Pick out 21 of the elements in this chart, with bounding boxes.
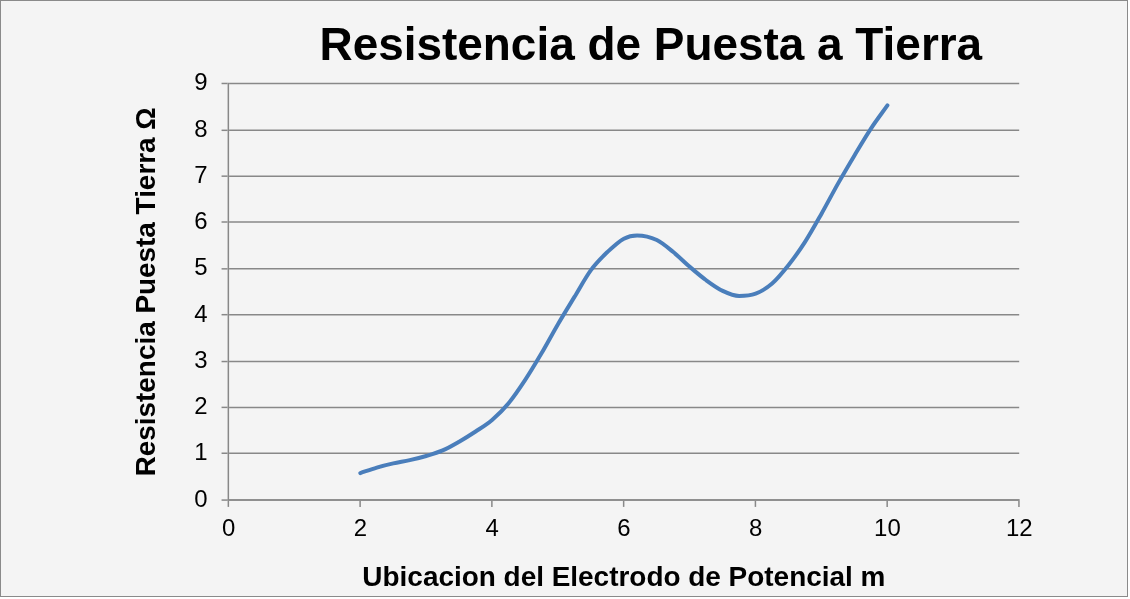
chart-title: Resistencia de Puesta a Tierra [319,17,983,70]
y-tick-label: 5 [194,253,208,281]
y-tick-label: 9 [194,68,208,96]
x-tick-label: 4 [485,513,499,541]
y-tick-label: 1 [194,438,208,466]
y-tick-label: 8 [194,114,208,142]
x-tick-label: 12 [1005,513,1033,541]
y-tick-label: 2 [194,392,208,420]
x-tick-label: 8 [748,513,763,541]
x-tick-label: 6 [617,513,631,541]
y-tick-label: 7 [194,160,208,188]
line-series [358,103,890,476]
x-tick-label: 0 [221,513,236,541]
y-tick-label: 0 [194,484,208,512]
x-tick-label: 2 [353,513,367,541]
y-tick-label: 3 [194,345,208,373]
y-tick-label: 6 [194,207,208,235]
x-tick-label: 10 [874,513,901,541]
y-tick-label: 4 [194,299,208,327]
x-axis-title: Ubicacion del Electrodo de Potencial m [362,560,886,592]
y-axis-title: Resistencia Puesta Tierra Ω [130,107,162,477]
